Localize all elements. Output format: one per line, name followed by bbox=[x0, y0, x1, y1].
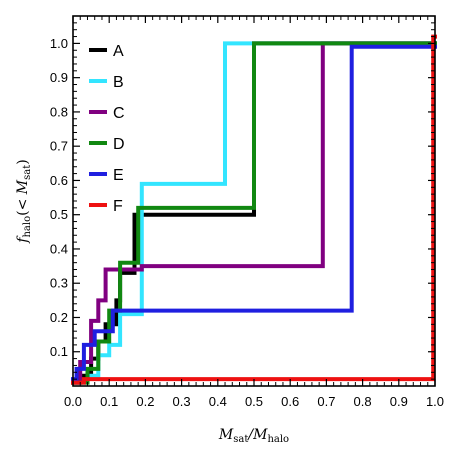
series-layer bbox=[71, 34, 437, 385]
x-axis-label-sub: sat bbox=[233, 434, 248, 445]
y-tick-label: 0.2 bbox=[50, 310, 68, 325]
x-axis-label-main: M bbox=[218, 427, 234, 443]
x-tick-label: 0.0 bbox=[64, 394, 82, 409]
y-axis-label-main: M bbox=[15, 179, 31, 195]
x-axis-label-sub2: halo bbox=[267, 434, 289, 445]
x-tick-label: 0.6 bbox=[281, 394, 299, 409]
y-tick-label: 0.9 bbox=[50, 70, 68, 85]
y-axis-label-mid: (< bbox=[15, 194, 31, 216]
y-axis-label-suffix: ) bbox=[15, 159, 31, 164]
y-tick-label: 0.4 bbox=[50, 241, 68, 256]
y-tick-label: 0.7 bbox=[50, 139, 68, 154]
legend-label-b: B bbox=[113, 74, 124, 91]
legend-label-d: D bbox=[113, 136, 125, 153]
y-axis-label-prefix: f bbox=[15, 235, 31, 244]
x-tick-label: 0.2 bbox=[136, 394, 154, 409]
x-tick-label: 0.4 bbox=[209, 394, 227, 409]
x-tick-label: 0.8 bbox=[354, 394, 372, 409]
legend-label-a: A bbox=[113, 43, 124, 60]
y-axis-label: fhalo(< Msat) bbox=[15, 159, 33, 243]
y-tick-label: 0.5 bbox=[50, 207, 68, 222]
legend-label-e: E bbox=[113, 167, 124, 184]
y-tick-label: 0.6 bbox=[50, 173, 68, 188]
x-tick-label: 1.0 bbox=[426, 394, 444, 409]
series-line-e bbox=[71, 44, 437, 382]
y-tick-label: 0.1 bbox=[50, 344, 68, 359]
x-tick-label: 0.1 bbox=[100, 394, 118, 409]
x-tick-label: 0.7 bbox=[317, 394, 335, 409]
y-tick-label: 1.0 bbox=[50, 36, 68, 51]
x-axis-label-sep: / bbox=[246, 427, 254, 443]
ticks-layer: 0.0 0.1 0.2 0.3 0.4 0.5 0.6 0.7 0.8 0.9 1.0 0.1 0.2 0… bbox=[50, 16, 444, 409]
x-axis-label-main2: M bbox=[252, 427, 268, 443]
legend-label-f: F bbox=[113, 198, 123, 215]
x-tick-label: 0.9 bbox=[390, 394, 408, 409]
x-axis-label: Msat/Mhalo bbox=[218, 427, 289, 445]
plot-frame bbox=[72, 15, 436, 387]
y-tick-label: 0.3 bbox=[50, 276, 68, 291]
y-axis-label-sub2: sat bbox=[22, 165, 33, 180]
y-tick-label: 0.8 bbox=[50, 104, 68, 119]
x-tick-label: 0.5 bbox=[245, 394, 263, 409]
legend-label-c: C bbox=[113, 105, 125, 122]
y-axis-label-sub: halo bbox=[22, 216, 33, 238]
x-tick-label: 0.3 bbox=[173, 394, 191, 409]
